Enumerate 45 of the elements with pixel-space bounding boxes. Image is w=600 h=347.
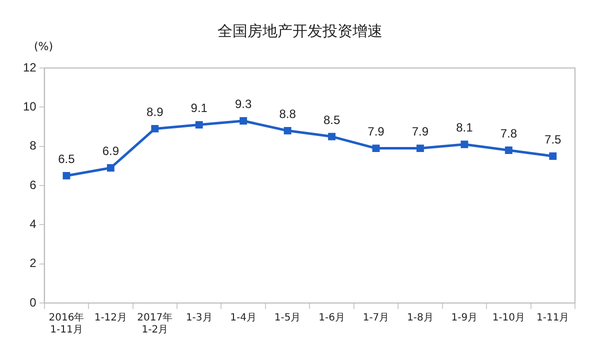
- x-tick-label: 1-12月: [94, 312, 128, 324]
- y-tick-label: 2: [30, 256, 37, 270]
- y-tick-label: 12: [22, 60, 37, 74]
- point: [504, 146, 512, 154]
- data-label: 9.1: [190, 101, 208, 116]
- y-tick-label: 4: [30, 216, 37, 231]
- point: [284, 126, 292, 134]
- data-label: 7.9: [412, 124, 429, 139]
- point: [416, 144, 424, 152]
- x-tick-label: 2016年 1-11月: [48, 312, 84, 336]
- data-label: 8.5: [323, 112, 340, 127]
- point: [151, 124, 159, 132]
- x-tick-label: 1-11月: [536, 312, 570, 324]
- x-tick-label: 1-10月: [492, 312, 526, 324]
- x-tick-label: 1-3月: [186, 312, 212, 324]
- data-label: 8.1: [456, 120, 474, 135]
- x-tick-label: 2017年 1-2月: [137, 312, 173, 336]
- y-tick-label: 10: [22, 99, 37, 114]
- data-label: 9.3: [235, 97, 252, 112]
- x-tick-label: 1-5月: [274, 312, 301, 324]
- x-tick-label: 1-9月: [451, 312, 478, 324]
- point: [460, 140, 468, 148]
- point: [372, 144, 380, 152]
- data-label: 7.8: [500, 126, 518, 141]
- y-tick-label: 6: [30, 178, 37, 192]
- data-label: 8.8: [279, 106, 296, 121]
- x-tick-label: 1-4月: [230, 312, 257, 324]
- point: [328, 132, 336, 140]
- data-label: 7.5: [544, 132, 562, 146]
- point: [62, 172, 70, 180]
- data-label: 6.5: [58, 152, 76, 166]
- x-tick-label: 1-6月: [318, 312, 345, 324]
- point: [106, 164, 114, 172]
- point: [195, 121, 203, 129]
- y-tick-label: 8: [30, 138, 37, 153]
- data-label: 7.9: [368, 124, 385, 139]
- point: [549, 152, 557, 160]
- x-tick-label: 1-8月: [407, 312, 434, 324]
- point: [240, 117, 248, 125]
- y-axis-title: (%): [34, 40, 54, 53]
- data-label: 8.9: [146, 105, 164, 120]
- y-tick-label: 0: [30, 295, 37, 310]
- data-label: 6.9: [102, 144, 120, 158]
- chart-title: 全国房地产开发投资增速: [216, 22, 384, 41]
- x-tick-label: 1-7月: [362, 312, 390, 324]
